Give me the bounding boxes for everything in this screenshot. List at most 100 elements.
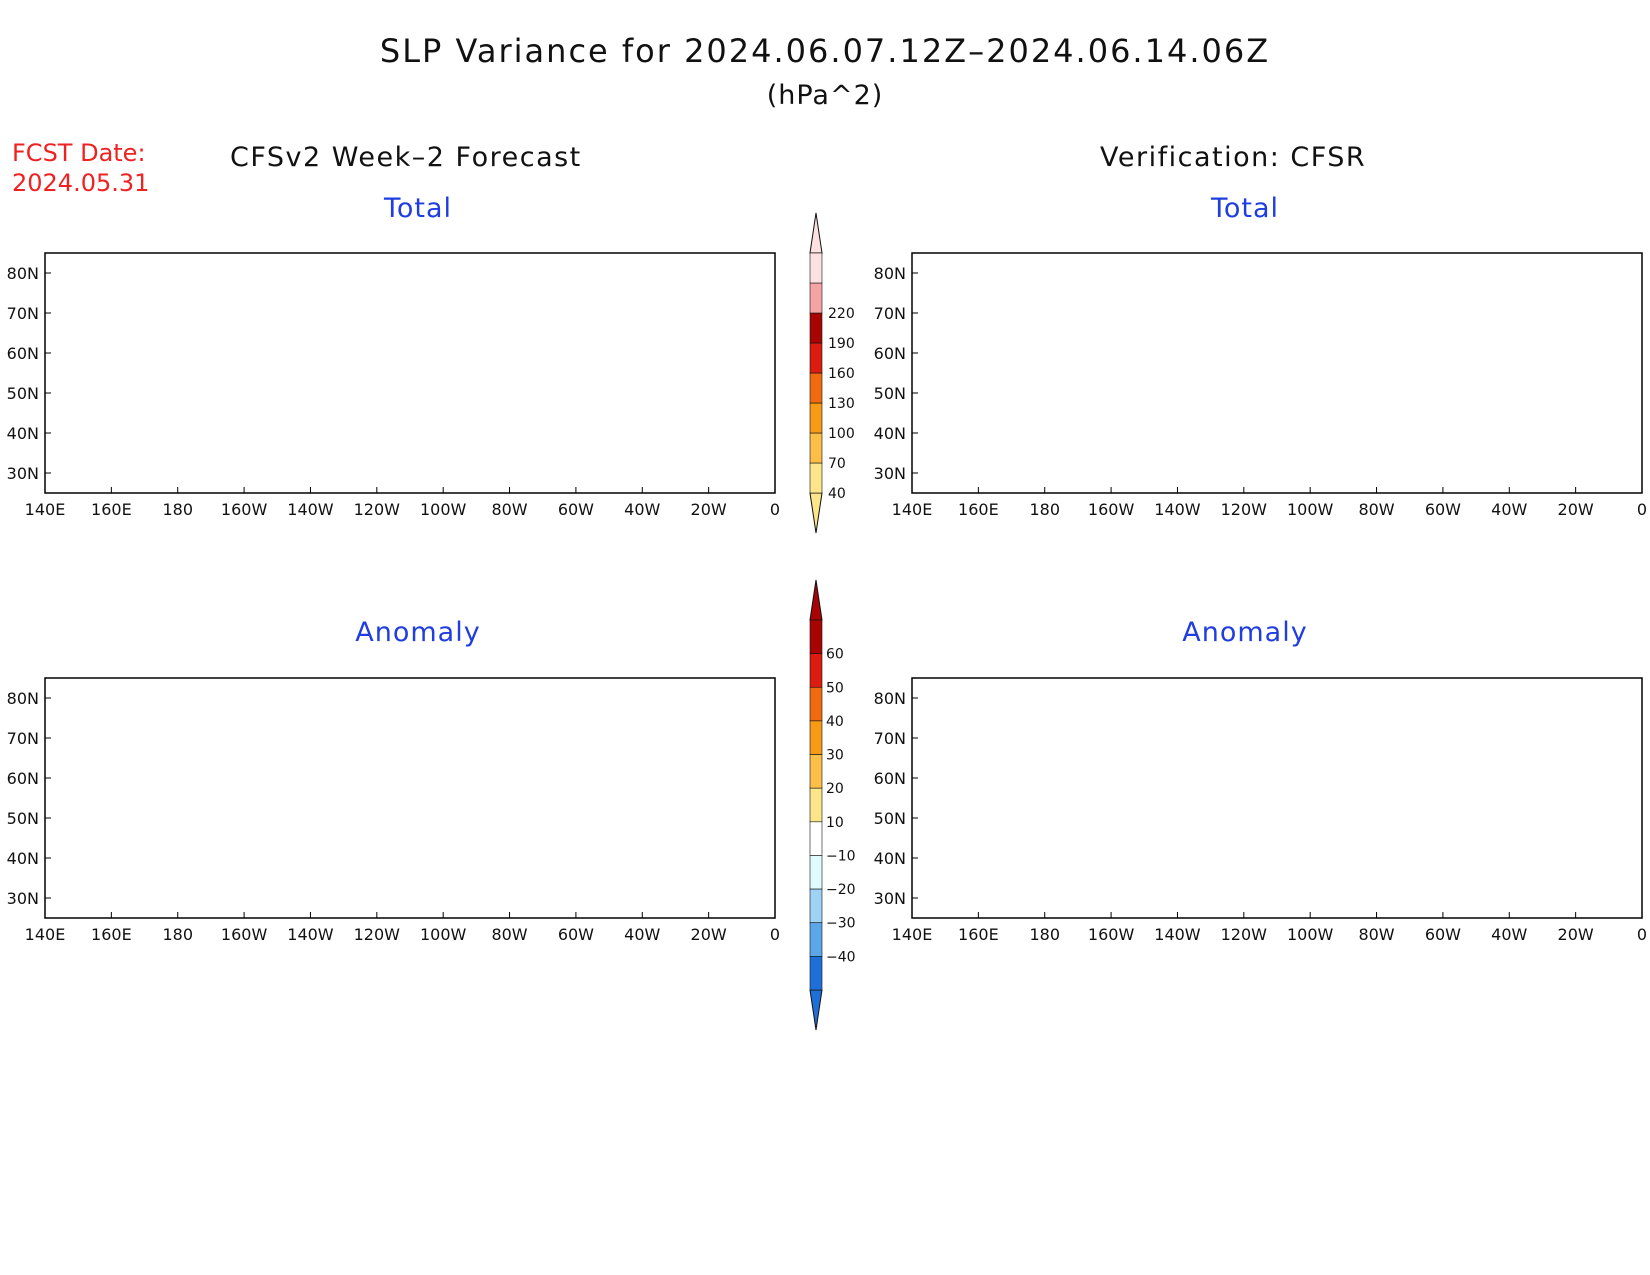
x-tick-label: 40W — [624, 925, 660, 944]
colorbar-total-label: 130 — [828, 396, 855, 412]
colorbar-anomaly-label: −20 — [826, 882, 856, 898]
fcst-total-contour-100a — [279, 378, 307, 400]
colorbar-anomaly-bottom-triangle — [809, 989, 823, 1031]
verif-anom-contour-10b — [1082, 742, 1146, 796]
colorbar-anomaly-top-triangle — [809, 579, 823, 621]
y-tick-label: 80N — [874, 689, 906, 708]
colorbar-anomaly: 60 50 40 30 20 10 −10 −20 −30 −40 — [809, 579, 856, 1031]
verif-total-contour-40a — [952, 340, 1155, 445]
verif-anom-contour-neg20e — [1362, 743, 1392, 759]
x-tick-label: 60W — [558, 925, 594, 944]
verif-anom-contour-20g — [1152, 835, 1174, 849]
verif-total-contour-40d — [1382, 261, 1550, 341]
verif-anom-contour-neg30a — [1024, 788, 1042, 795]
y-tick-label: 60N — [874, 769, 906, 788]
verif-anom-contour-20h — [1197, 796, 1217, 815]
colorbar-anomaly-swatch — [809, 855, 823, 890]
verif-anom-contour-neg20c — [1531, 804, 1567, 841]
verif-total-contour-70e — [1452, 366, 1487, 386]
x-tick-label: 160E — [958, 925, 999, 944]
x-tick-label: 20W — [1558, 925, 1594, 944]
verif-anom-contour-50a — [999, 823, 1042, 838]
x-tick-label: 80W — [1358, 500, 1394, 519]
verif-total-contour-70c — [1457, 274, 1512, 315]
colorbar-anomaly-label: −30 — [826, 916, 856, 932]
fcst-anom-contour-60a — [281, 808, 291, 824]
verif-anom-contour-20c — [1432, 696, 1493, 748]
x-tick-label: 160E — [91, 925, 132, 944]
y-tick-label: 40N — [7, 849, 39, 868]
x-tick-label: 160W — [1088, 500, 1135, 519]
y-tick-label: 70N — [874, 304, 906, 323]
colorbar-total-swatch — [809, 342, 823, 374]
verif-anom-contour-40b — [1087, 821, 1110, 838]
colorbar-total-swatch — [809, 462, 823, 494]
colorbar-total-top-triangle — [809, 212, 823, 254]
verif-anom-contour-40a — [992, 821, 1052, 843]
verif-anom-contour-20d — [1502, 756, 1612, 800]
forecast-date-value: 2024.05.31 — [12, 169, 150, 197]
colorbar-anomaly-swatch — [809, 653, 823, 688]
colorbar-total-bottom-triangle — [809, 492, 823, 534]
colorbar-anomaly-swatch — [809, 821, 823, 856]
verif-anom-contour-neg10a — [912, 692, 1234, 788]
verif-anom-contour-neg10d — [1342, 736, 1425, 770]
y-tick-label: 60N — [7, 769, 39, 788]
fcst-total-contour-40b — [615, 365, 740, 429]
colorbar-total-label: 40 — [828, 486, 846, 502]
x-tick-label: 140E — [25, 925, 66, 944]
x-tick-label: 80W — [491, 925, 527, 944]
verif-anom-contour-10a — [974, 798, 1138, 854]
verif-anom-contour-40f — [1447, 797, 1467, 811]
x-tick-label: 160W — [1088, 925, 1135, 944]
x-tick-label: 160E — [958, 500, 999, 519]
fcst-total-contour-70b — [175, 413, 226, 432]
x-tick-label: 100W — [420, 925, 467, 944]
colorbar-anomaly-swatch — [809, 787, 823, 823]
verif-anom-contour-60b — [1527, 764, 1552, 774]
x-tick-label: 0 — [1637, 500, 1647, 519]
x-tick-label: 20W — [691, 500, 727, 519]
colorbar-anomaly-swatch — [809, 720, 823, 755]
verif-total-contour-70b — [1255, 355, 1376, 393]
y-tick-label: 80N — [874, 264, 906, 283]
fcst-total-contour-40a — [70, 340, 356, 439]
x-tick-label: 120W — [354, 500, 401, 519]
verif-anom-contour-20b — [1242, 773, 1336, 808]
verif-total-contour-40b — [1084, 315, 1154, 371]
x-tick-label: 80W — [1358, 925, 1394, 944]
verif-anom-contour-neg10b — [912, 821, 1011, 888]
colorbar-total-label: 220 — [828, 306, 855, 322]
units-label: (hPa^2) — [766, 80, 884, 111]
y-tick-label: 70N — [7, 729, 39, 748]
x-tick-label: 140E — [892, 925, 933, 944]
x-tick-label: 20W — [1558, 500, 1594, 519]
x-tick-label: 40W — [1491, 925, 1527, 944]
x-tick-label: 40W — [1491, 500, 1527, 519]
verif-anom-contour-neg20d — [1602, 750, 1628, 764]
verif-total-contour-100b — [1552, 342, 1594, 361]
x-tick-label: 40W — [624, 500, 660, 519]
fcst-anom-contour-30a — [260, 782, 309, 850]
y-tick-label: 60N — [7, 344, 39, 363]
verif-anom-contour-50c — [1460, 714, 1478, 730]
colorbar-total-swatch — [809, 312, 823, 344]
x-tick-label: 80W — [491, 500, 527, 519]
colorbar-total-label: 70 — [828, 456, 846, 472]
x-tick-label: 0 — [770, 500, 780, 519]
x-tick-label: 0 — [770, 925, 780, 944]
verif-anom-contour-50d — [1284, 785, 1314, 796]
colorbar-anomaly-label: 40 — [826, 714, 844, 730]
fcst-anom-contour-20b — [243, 770, 318, 861]
x-tick-label: 60W — [558, 500, 594, 519]
colorbar-anomaly-label: 60 — [826, 647, 844, 663]
forecast-date-label: FCST Date: — [12, 139, 146, 167]
x-tick-label: 180 — [1029, 925, 1060, 944]
colorbar-total-label: 190 — [828, 336, 855, 352]
fcst-anom-contour-10a — [60, 753, 331, 875]
colorbar-anomaly-swatch — [809, 956, 823, 991]
x-tick-label: 140W — [287, 925, 334, 944]
x-tick-label: 140E — [892, 500, 933, 519]
x-tick-label: 160W — [221, 925, 268, 944]
colorbar-total-swatch — [809, 372, 823, 404]
